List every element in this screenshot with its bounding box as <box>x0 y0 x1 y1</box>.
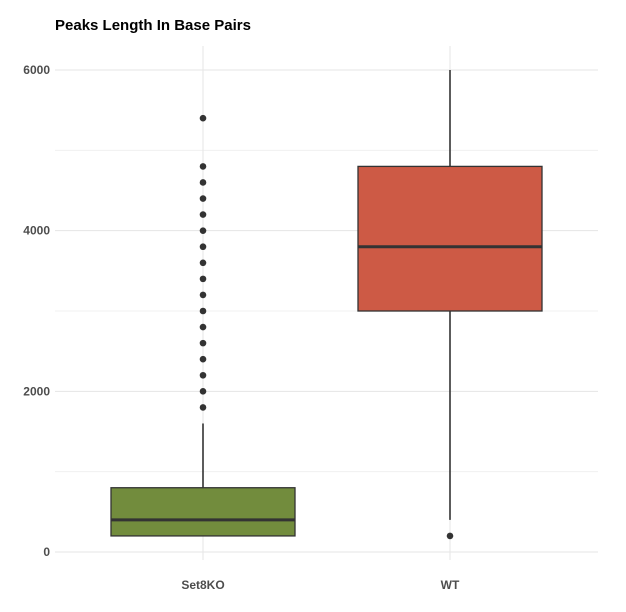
outlier-point <box>199 114 207 122</box>
x-tick-label: WT <box>441 578 460 592</box>
box-wt <box>357 70 543 540</box>
outlier-point <box>199 211 207 218</box>
outlier-point <box>199 243 207 251</box>
outlier-point <box>199 355 207 363</box>
box-body <box>110 487 296 537</box>
outlier-point <box>199 339 207 347</box>
box-body <box>357 165 543 312</box>
chart-title: Peaks Length In Base Pairs <box>55 17 251 34</box>
y-tick-label: 4000 <box>23 224 50 238</box>
outlier-point <box>199 388 207 395</box>
x-tick-label: Set8KO <box>181 578 224 592</box>
x-axis: Set8KO WT <box>181 578 460 592</box>
y-tick-label: 0 <box>43 545 50 559</box>
outlier-point <box>199 195 207 202</box>
y-axis: 0 2000 4000 6000 <box>23 63 50 559</box>
outlier-point <box>199 371 207 379</box>
outlier-point <box>199 275 207 283</box>
outlier-point <box>199 259 207 267</box>
outlier-point <box>199 163 207 170</box>
outlier-point <box>199 307 207 315</box>
outlier-point <box>199 404 207 411</box>
outlier-point <box>199 291 207 299</box>
box-set8ko <box>110 114 296 537</box>
outlier-point <box>199 323 207 331</box>
outlier-point <box>199 179 207 186</box>
outlier-point <box>199 227 207 234</box>
outlier-point <box>446 532 454 540</box>
y-tick-label: 2000 <box>23 384 50 398</box>
y-tick-label: 6000 <box>23 63 50 77</box>
boxes <box>110 70 543 540</box>
